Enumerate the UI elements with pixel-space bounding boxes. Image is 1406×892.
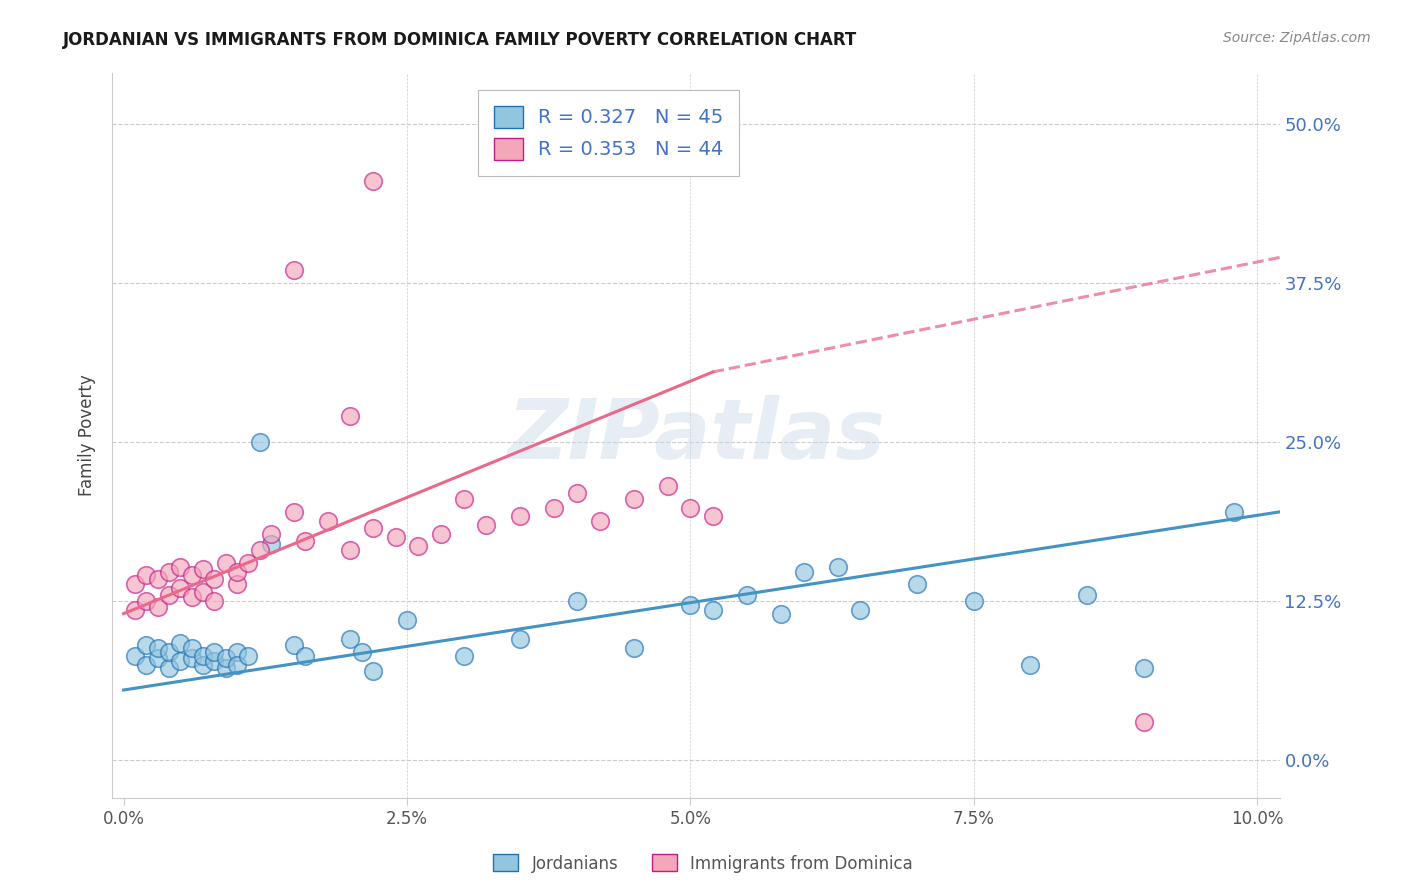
Point (249, 434, 271, 449)
Legend: R = 0.327   N = 45, R = 0.353   N = 44: R = 0.327 N = 45, R = 0.353 N = 44 (478, 90, 740, 176)
Point (180, 640, 202, 655)
Point (361, 664, 384, 678)
Point (384, 530, 406, 544)
Point (191, 648, 214, 663)
Point (146, 640, 169, 655)
Point (157, 645, 180, 659)
Point (350, 645, 373, 659)
Point (339, 632, 361, 646)
Point (316, 514, 339, 528)
Point (169, 654, 191, 668)
Point (623, 640, 645, 655)
Point (849, 603, 872, 617)
Point (453, 492, 475, 507)
Point (214, 651, 236, 665)
Point (657, 479, 679, 493)
Text: ZIPatlas: ZIPatlas (508, 395, 884, 476)
Point (623, 492, 645, 507)
Point (135, 639, 157, 653)
Point (962, 594, 984, 608)
Y-axis label: Family Poverty: Family Poverty (79, 375, 96, 497)
Text: Source: ZipAtlas.com: Source: ZipAtlas.com (1223, 31, 1371, 45)
Point (135, 568, 157, 582)
Point (361, 521, 384, 535)
Point (191, 562, 214, 576)
Point (146, 572, 169, 586)
Point (249, 543, 271, 558)
Point (827, 559, 849, 574)
Point (294, 534, 316, 549)
Point (294, 648, 316, 663)
Point (430, 526, 453, 541)
Point (191, 585, 214, 599)
Point (793, 565, 815, 579)
Point (565, 485, 588, 500)
Point (905, 577, 928, 591)
Point (225, 565, 247, 579)
Point (169, 581, 191, 595)
Point (339, 543, 361, 558)
Point (214, 661, 236, 675)
Point (225, 577, 247, 591)
Point (202, 654, 225, 668)
Point (588, 514, 610, 528)
Point (180, 568, 202, 582)
Point (283, 639, 305, 653)
Point (679, 598, 702, 612)
Point (543, 501, 565, 516)
Legend: Jordanians, Immigrants from Dominica: Jordanians, Immigrants from Dominica (486, 847, 920, 880)
Point (769, 607, 792, 621)
Point (406, 539, 429, 553)
Point (395, 613, 418, 627)
Point (124, 577, 146, 591)
Point (169, 559, 191, 574)
Point (702, 603, 724, 617)
Point (202, 645, 225, 659)
Point (225, 645, 247, 659)
Point (202, 572, 225, 586)
Point (191, 657, 214, 672)
Point (180, 651, 202, 665)
Point (283, 505, 305, 519)
Point (135, 594, 157, 608)
Point (453, 648, 475, 663)
Text: JORDANIAN VS IMMIGRANTS FROM DOMINICA FAMILY POVERTY CORRELATION CHART: JORDANIAN VS IMMIGRANTS FROM DOMINICA FA… (63, 31, 858, 49)
Point (180, 590, 202, 604)
Point (1223, 505, 1246, 519)
Point (214, 556, 236, 570)
Point (146, 600, 169, 615)
Point (124, 603, 146, 617)
Point (135, 657, 157, 672)
Point (238, 556, 260, 570)
Point (509, 508, 531, 523)
Point (1076, 588, 1098, 602)
Point (157, 588, 180, 602)
Point (283, 263, 305, 277)
Point (124, 648, 146, 663)
Point (146, 651, 169, 665)
Point (565, 594, 588, 608)
Point (238, 648, 260, 663)
Point (1019, 657, 1042, 672)
Point (157, 565, 180, 579)
Point (202, 594, 225, 608)
Point (361, 174, 384, 188)
Point (702, 508, 724, 523)
Point (1132, 714, 1154, 729)
Point (157, 661, 180, 675)
Point (169, 636, 191, 650)
Point (339, 409, 361, 424)
Point (735, 588, 758, 602)
Point (225, 657, 247, 672)
Point (509, 632, 531, 646)
Point (1132, 661, 1154, 675)
Point (475, 517, 498, 532)
Point (260, 526, 283, 541)
Point (260, 537, 283, 551)
Point (679, 501, 702, 516)
